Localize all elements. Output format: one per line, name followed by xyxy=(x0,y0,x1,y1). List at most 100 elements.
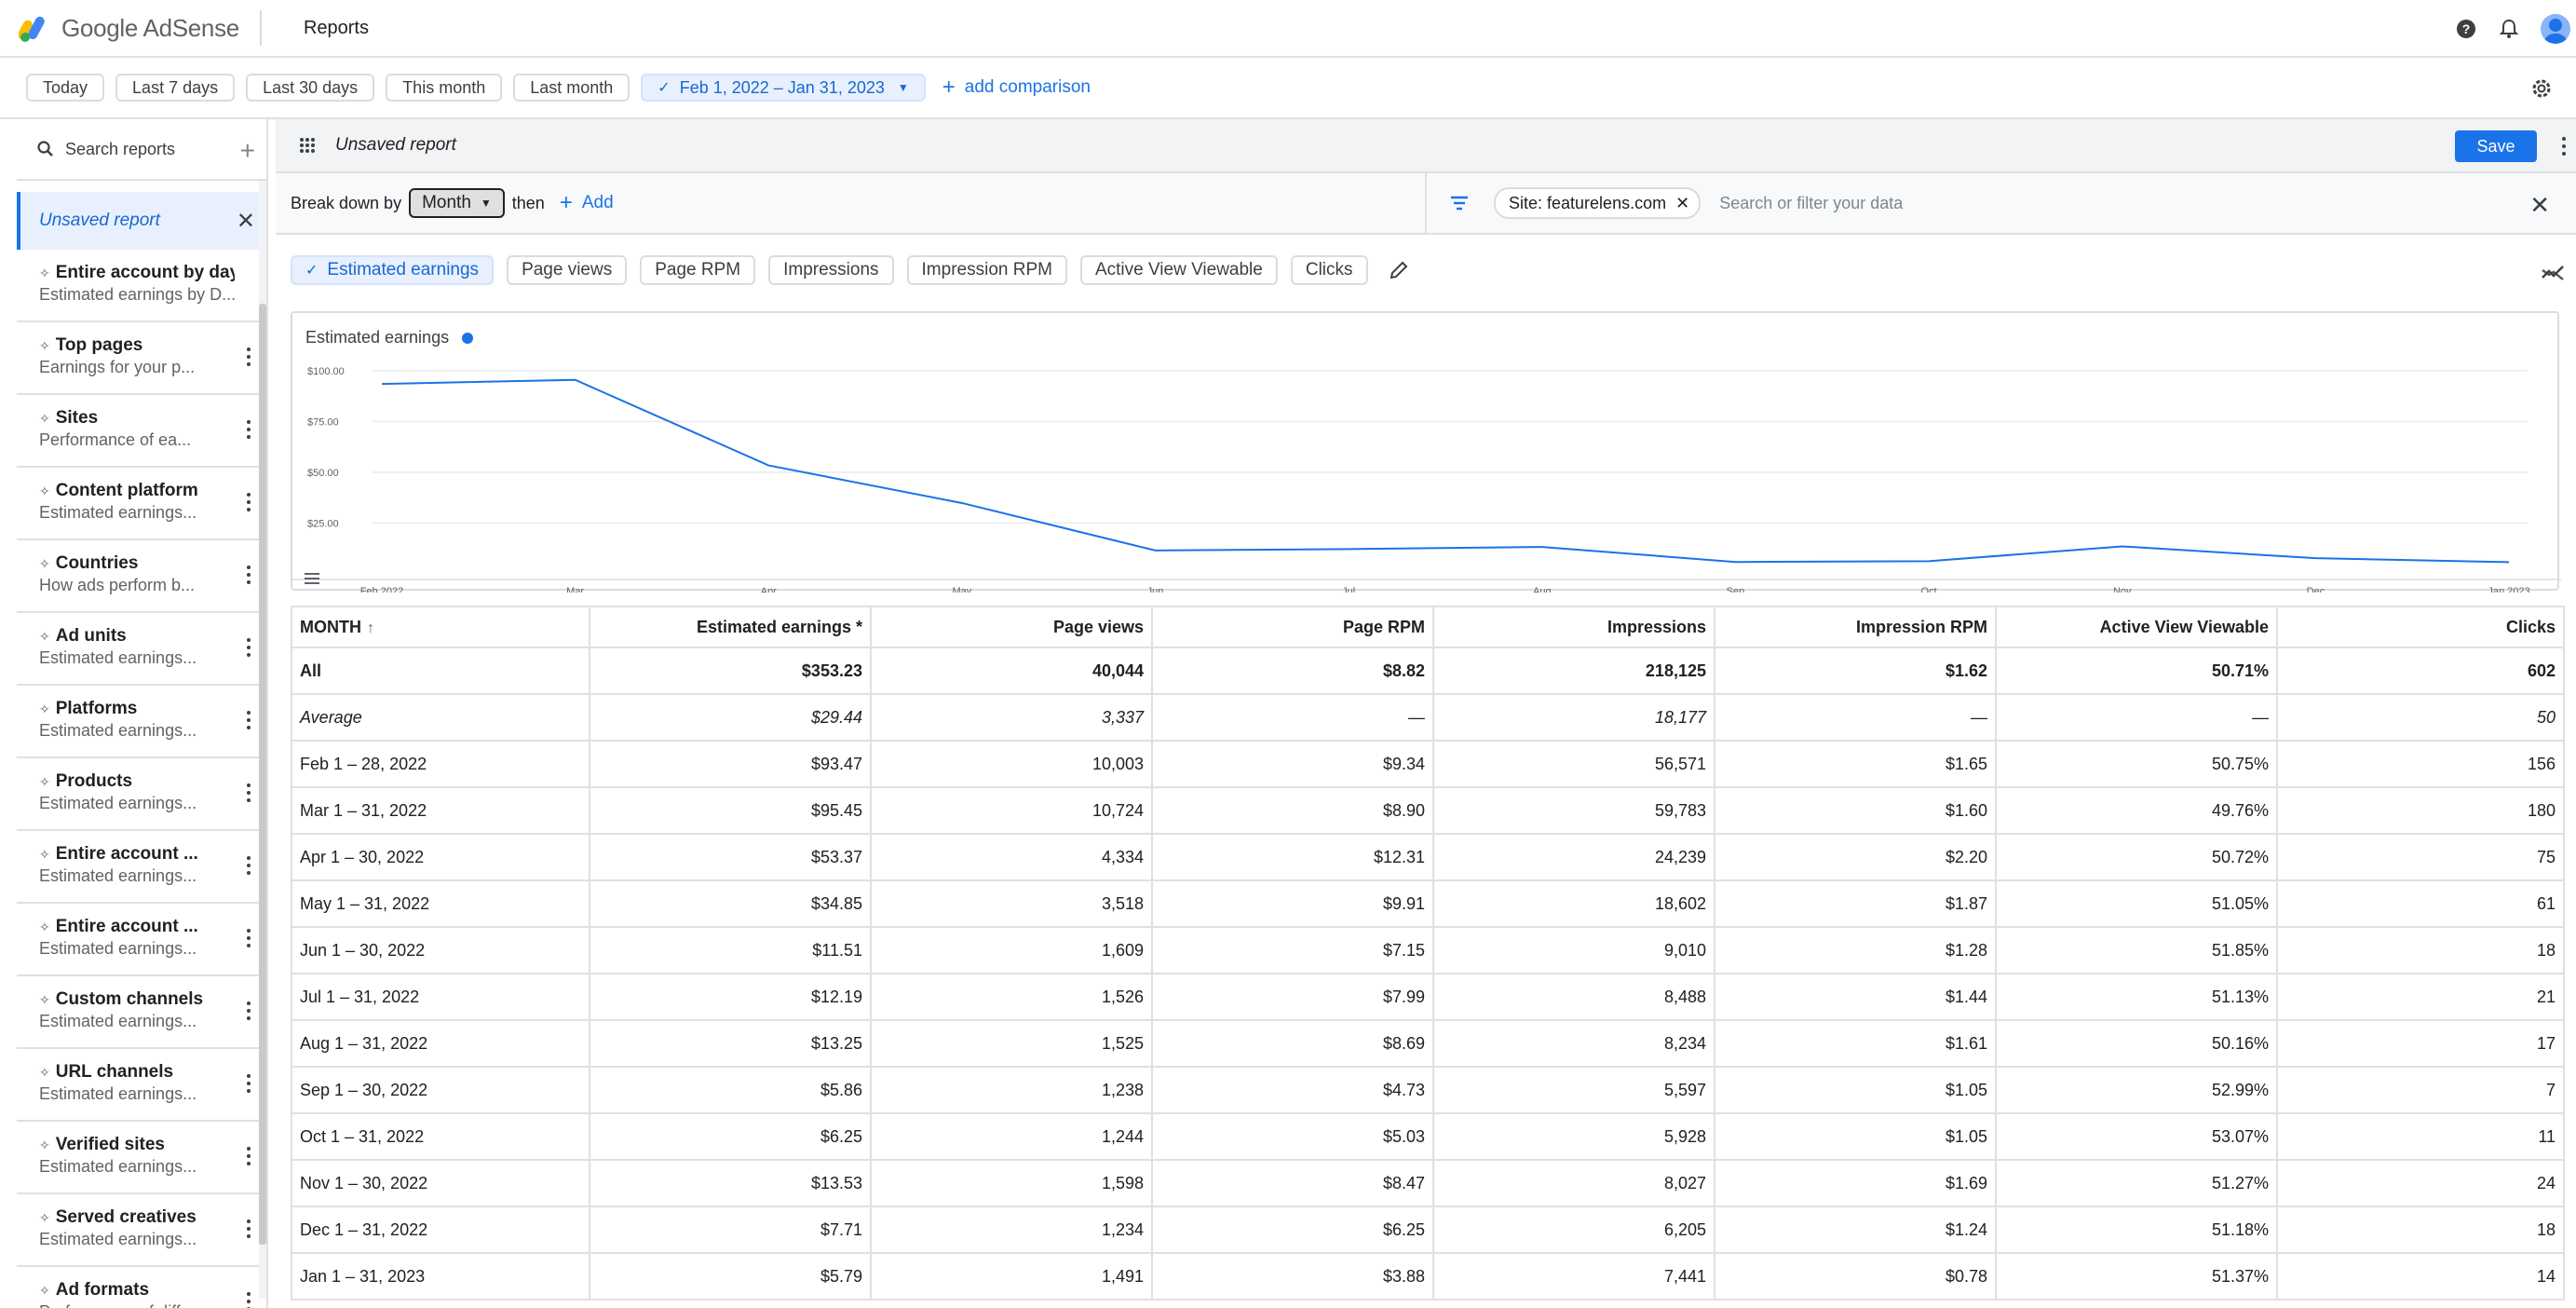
sidebar-saved-report-item[interactable]: ✧ Countries How ads perform b... xyxy=(17,540,266,613)
more-vert-icon[interactable] xyxy=(246,565,251,585)
dropdown-caret-icon: ▼ xyxy=(480,197,492,210)
report-name[interactable]: Unsaved report xyxy=(335,135,456,155)
table-cell: 7 xyxy=(2276,1066,2565,1114)
more-vert-icon[interactable] xyxy=(246,1073,251,1094)
settings-gear-icon[interactable] xyxy=(2529,76,2554,101)
metric-chip[interactable]: Impression RPM xyxy=(906,255,1067,285)
trend-toggle-icon[interactable] xyxy=(2541,263,2565,283)
sidebar-saved-report-item[interactable]: ✧ Served creatives Estimated earnings... xyxy=(17,1194,266,1267)
saved-report-title-text: Countries xyxy=(55,553,139,573)
sidebar-saved-report-item[interactable]: ✧ Content platform Estimated earnings... xyxy=(17,468,266,540)
sidebar-saved-report-item[interactable]: ✧ Custom channels Estimated earnings... xyxy=(17,976,266,1049)
more-vert-icon[interactable] xyxy=(2561,136,2567,157)
metric-chip[interactable]: Impressions xyxy=(768,255,894,285)
column-header[interactable]: Active View Viewable xyxy=(1995,606,2278,648)
remove-filter-icon[interactable]: ✕ xyxy=(1675,193,1690,212)
edit-metrics-pencil-icon[interactable] xyxy=(1389,260,1409,280)
account-avatar[interactable] xyxy=(2541,14,2570,44)
column-header-label: MONTH xyxy=(300,617,361,636)
more-vert-icon[interactable] xyxy=(246,783,251,803)
more-vert-icon[interactable] xyxy=(246,1146,251,1166)
metric-chip[interactable]: Active View Viewable xyxy=(1079,255,1278,285)
sidebar-saved-report-item[interactable]: ✧ Platforms Estimated earnings... xyxy=(17,686,266,758)
breakdown-dimension-select[interactable]: Month ▼ xyxy=(409,188,505,218)
clear-filters-icon[interactable]: ✕ xyxy=(2529,191,2550,219)
sidebar-saved-report-item[interactable]: ✧ Entire account by day Estimated earnings… xyxy=(17,250,266,322)
table-cell: 1,491 xyxy=(870,1252,1153,1301)
saved-report-title-text: Ad formats xyxy=(55,1280,150,1300)
help-icon[interactable]: ? xyxy=(2455,18,2477,40)
date-range-selector[interactable]: ✓ Feb 1, 2022 – Jan 31, 2023 ▼ xyxy=(641,74,926,102)
more-vert-icon[interactable] xyxy=(246,1219,251,1239)
sparkle-icon: ✧ xyxy=(39,991,50,1007)
table-cell: $5.86 xyxy=(589,1066,872,1114)
sidebar-saved-report-item[interactable]: ✧ Products Estimated earnings... xyxy=(17,758,266,831)
column-header[interactable]: Page views xyxy=(870,606,1153,648)
chart-table-toggle-icon[interactable] xyxy=(304,572,320,585)
close-icon[interactable]: ✕ xyxy=(236,209,255,234)
preset-this-month[interactable]: This month xyxy=(386,74,503,102)
dropdown-caret-icon: ▼ xyxy=(897,81,909,94)
metric-chip[interactable]: Page views xyxy=(507,255,628,285)
more-vert-icon[interactable] xyxy=(246,419,251,440)
saved-report-title-text: Entire account ... xyxy=(55,844,198,864)
filter-search-input[interactable]: Search or filter your data xyxy=(1719,193,1904,212)
more-vert-icon[interactable] xyxy=(246,637,251,658)
table-cell: 5,597 xyxy=(1432,1066,1715,1114)
table-cell: $93.47 xyxy=(589,740,872,788)
more-vert-icon[interactable] xyxy=(246,855,251,876)
add-comparison-button[interactable]: + add comparison xyxy=(942,75,1091,101)
filter-icon[interactable] xyxy=(1449,193,1470,213)
preset-today[interactable]: Today xyxy=(26,74,105,102)
more-vert-icon[interactable] xyxy=(246,928,251,948)
column-header[interactable]: Estimated earnings * xyxy=(589,606,872,648)
table-cell: 50.16% xyxy=(1995,1019,2278,1068)
table-cell: $9.34 xyxy=(1151,740,1434,788)
sparkle-icon: ✧ xyxy=(39,1282,50,1298)
column-header[interactable]: MONTH ↑ xyxy=(291,606,590,648)
sidebar-saved-report-item[interactable]: ✧ Top pages Earnings for your p... xyxy=(17,322,266,395)
saved-report-description: Estimated earnings... xyxy=(39,503,197,522)
sidebar-saved-report-item[interactable]: ✧ Entire account ... Estimated earnings... xyxy=(17,904,266,976)
sidebar-saved-report-item[interactable]: ✧ Entire account ... Estimated earnings... xyxy=(17,831,266,904)
notifications-bell-icon[interactable] xyxy=(2498,18,2520,40)
preset-last-month[interactable]: Last month xyxy=(513,74,630,102)
more-vert-icon[interactable] xyxy=(246,347,251,367)
sidebar-saved-report-item[interactable]: ✧ URL channels Estimated earnings... xyxy=(17,1049,266,1122)
table-cell: $8.90 xyxy=(1151,786,1434,835)
more-vert-icon[interactable] xyxy=(246,1291,251,1308)
column-header[interactable]: Impression RPM xyxy=(1714,606,1997,648)
saved-report-list: ✧ Entire account by day Estimated earnings… xyxy=(17,250,266,1308)
table-cell: 50.71% xyxy=(1995,647,2278,695)
sidebar-scrollbar-thumb[interactable] xyxy=(259,304,266,1245)
site-filter-chip[interactable]: Site: featurelens.com ✕ xyxy=(1494,187,1702,219)
sidebar-saved-report-item[interactable]: ✧ Ad units Estimated earnings... xyxy=(17,613,266,686)
metric-chip[interactable]: Clicks xyxy=(1290,255,1368,285)
column-header[interactable]: Page RPM xyxy=(1151,606,1434,648)
sidebar-saved-report-item[interactable]: ✧ Ad formats Performance of diff... xyxy=(17,1267,266,1308)
table-cell: 17 xyxy=(2276,1019,2565,1068)
search-reports-field[interactable]: Search reports + xyxy=(17,119,266,181)
table-cell: $2.20 xyxy=(1714,833,1997,881)
metric-chip[interactable]: ✓ Estimated earnings xyxy=(291,255,495,285)
svg-text:?: ? xyxy=(2462,21,2471,36)
more-vert-icon[interactable] xyxy=(246,492,251,512)
sidebar-item-unsaved-report[interactable]: Unsaved report ✕ xyxy=(17,192,266,250)
sidebar-saved-report-item[interactable]: ✧ Sites Performance of ea... xyxy=(17,395,266,468)
preset-last-7-days[interactable]: Last 7 days xyxy=(115,74,236,102)
more-vert-icon[interactable] xyxy=(246,710,251,730)
sidebar-saved-report-item[interactable]: ✧ Verified sites Estimated earnings... xyxy=(17,1122,266,1194)
apps-grid-icon[interactable] xyxy=(298,136,317,155)
column-header[interactable]: Clicks xyxy=(2276,606,2565,648)
adsense-logo[interactable]: Google AdSense xyxy=(19,14,239,43)
table-cell: $1.62 xyxy=(1714,647,1997,695)
metric-chip[interactable]: Page RPM xyxy=(640,255,756,285)
saved-report-title-text: Sites xyxy=(55,408,99,428)
more-vert-icon[interactable] xyxy=(246,1001,251,1021)
add-breakdown-button[interactable]: + Add xyxy=(560,190,614,216)
preset-last-30-days[interactable]: Last 30 days xyxy=(246,74,375,102)
table-cell: 180 xyxy=(2276,786,2565,835)
column-header[interactable]: Impressions xyxy=(1432,606,1715,648)
save-button[interactable]: Save xyxy=(2455,130,2537,162)
new-report-plus-icon[interactable]: + xyxy=(239,136,255,165)
